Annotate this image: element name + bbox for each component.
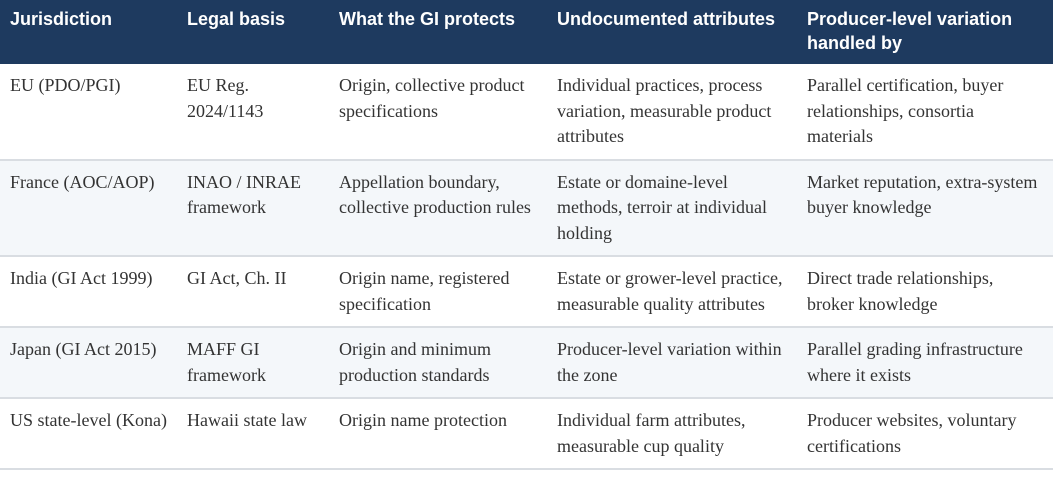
table-cell: Origin name protection xyxy=(329,398,547,470)
table-cell: EU (PDO/PGI) xyxy=(0,64,177,161)
header-what-protects: What the GI protects xyxy=(329,0,547,64)
table-cell: France (AOC/AOP) xyxy=(0,159,177,257)
table-cell: Producer websites, voluntary certificati… xyxy=(797,398,1053,470)
table-cell: Estate or domaine-level methods, terroir… xyxy=(547,159,797,257)
header-handled-by: Producer-level variation handled by xyxy=(797,0,1053,64)
table-cell: Parallel grading infrastructure where it… xyxy=(797,327,1053,399)
table-row: US state-level (Kona) Hawaii state law Ori… xyxy=(0,398,1053,470)
table-cell: Individual farm attributes, measurable c… xyxy=(547,398,797,470)
header-undocumented: Undocumented attributes xyxy=(547,0,797,64)
table-cell: Origin, collective product specification… xyxy=(329,64,547,161)
gi-comparison-table: Jurisdiction Legal basis What the GI pro… xyxy=(0,0,1053,470)
table-cell: GI Act, Ch. II xyxy=(177,256,329,328)
header-legal-basis: Legal basis xyxy=(177,0,329,64)
table-cell: Japan (GI Act 2015) xyxy=(0,327,177,399)
table-cell: Hawaii state law xyxy=(177,398,329,470)
table-cell: INAO / INRAE framework xyxy=(177,159,329,257)
table-cell: Origin and minimum production standards xyxy=(329,327,547,399)
table-cell: India (GI Act 1999) xyxy=(0,256,177,328)
table-row: India (GI Act 1999) GI Act, Ch. II Origin … xyxy=(0,256,1053,328)
header-jurisdiction: Jurisdiction xyxy=(0,0,177,64)
table-cell: Individual practices, process variation,… xyxy=(547,64,797,161)
header-row: Jurisdiction Legal basis What the GI pro… xyxy=(0,0,1053,64)
table-cell: EU Reg. 2024/1143 xyxy=(177,64,329,161)
table-cell: Estate or grower-level practice, measura… xyxy=(547,256,797,328)
table-cell: Parallel certification, buyer relationsh… xyxy=(797,64,1053,161)
table-cell: Appellation boundary, collective product… xyxy=(329,159,547,257)
table-cell: Origin name, registered specification xyxy=(329,256,547,328)
table-cell: Direct trade relationships, broker knowl… xyxy=(797,256,1053,328)
table-cell: US state-level (Kona) xyxy=(0,398,177,470)
table-cell: Market reputation, extra-system buyer kn… xyxy=(797,159,1053,257)
table-row: EU (PDO/PGI) EU Reg. 2024/1143 Origin, col… xyxy=(0,64,1053,161)
table-row: Japan (GI Act 2015) MAFF GI framework Orig… xyxy=(0,327,1053,399)
table-cell: MAFF GI framework xyxy=(177,327,329,399)
table-row: France (AOC/AOP) INAO / INRAE framework Ap… xyxy=(0,159,1053,257)
table-cell: Producer-level variation within the zone xyxy=(547,327,797,399)
